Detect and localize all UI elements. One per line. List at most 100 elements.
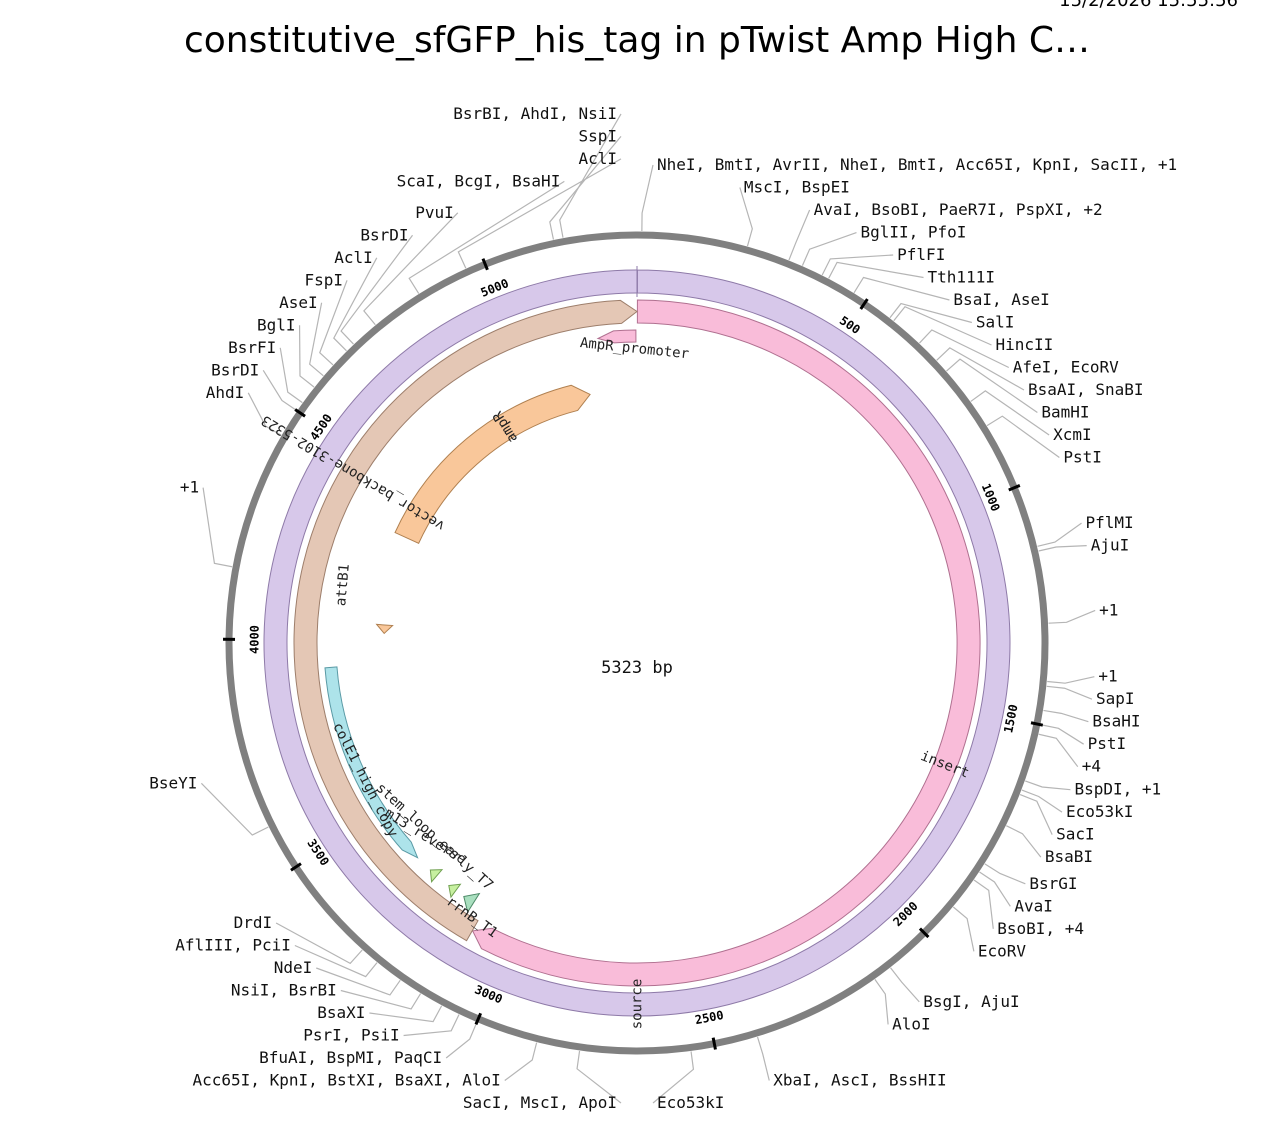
site-label-eco53ki[interactable]: Eco53kI: [1066, 802, 1133, 821]
site-label-xbai-asci-bsshii[interactable]: XbaI, AscI, BssHII: [773, 1071, 946, 1090]
site-label-ajui[interactable]: AjuI: [1091, 536, 1130, 555]
site-label-bspdi-1[interactable]: BspDI, +1: [1074, 780, 1161, 799]
site-label-bsrfi[interactable]: BsrFI: [228, 338, 276, 357]
site-label-1[interactable]: +1: [1098, 667, 1117, 686]
site-label-ecorv[interactable]: EcoRV: [978, 941, 1027, 960]
site-label-tth111i[interactable]: Tth111I: [928, 268, 995, 287]
site-label-pvui[interactable]: PvuI: [415, 203, 454, 222]
site-leader: [275, 922, 363, 965]
feature-rrnb-t1[interactable]: [463, 892, 481, 914]
feature-vector-backbone-3102-5323[interactable]: [293, 299, 638, 942]
site-leader: [801, 231, 857, 266]
site-label-asei[interactable]: AseI: [279, 293, 318, 312]
sequence-length: 5323 bp: [601, 658, 673, 678]
site-label-bsgi-ajui[interactable]: BsgI, AjuI: [923, 992, 1019, 1011]
site-label-xcmi[interactable]: XcmI: [1053, 425, 1092, 444]
site-label-bamhi[interactable]: BamHI: [1041, 403, 1089, 422]
site-leader: [1047, 676, 1095, 684]
site-label-sapi[interactable]: SapI: [1096, 689, 1135, 708]
site-label-pflfi[interactable]: PflFI: [897, 245, 945, 264]
feature-m13-reverse[interactable]: [429, 869, 444, 884]
site-label-drdi[interactable]: DrdI: [234, 913, 273, 932]
site-label-pflmi[interactable]: PflMI: [1086, 513, 1134, 532]
site-leader: [576, 1050, 622, 1104]
tick-mark: [294, 408, 306, 418]
site-label-bsai-asei[interactable]: BsaI, AseI: [953, 290, 1049, 309]
site-leader: [298, 325, 315, 388]
site-leader: [979, 871, 1011, 907]
site-label-saci[interactable]: SacI: [1056, 825, 1095, 844]
site-leader: [652, 1051, 695, 1104]
site-leader: [1037, 522, 1082, 547]
feature-insert[interactable]: [471, 299, 981, 987]
site-label-acli[interactable]: AclI: [334, 248, 373, 267]
site-leader: [919, 329, 1010, 369]
site-label-bsrdi[interactable]: BsrDI: [360, 225, 408, 244]
site-leader: [1019, 794, 1053, 835]
feature-ampr-promoter[interactable]: [596, 329, 637, 344]
site-label-bsaxi[interactable]: BsaXI: [317, 1003, 365, 1022]
site-label-bfuai-bspmi-paqci[interactable]: BfuAI, BspMI, PaqCI: [259, 1048, 442, 1067]
site-label-bsobi-4[interactable]: BsoBI, +4: [997, 919, 1084, 938]
site-leader: [984, 863, 1026, 885]
tick-label: 4000: [247, 625, 261, 654]
feature-cole1-high-copy[interactable]: [324, 666, 419, 859]
site-label-fspi[interactable]: FspI: [305, 270, 344, 289]
site-leader: [641, 164, 654, 232]
site-label-nhei-bmti-avrii-nhei-bmti-acc65i-kpni-sacii-1[interactable]: NheI, BmtI, AvrII, NheI, BmtI, Acc65I, K…: [657, 155, 1177, 174]
tick-mark: [1030, 721, 1044, 727]
site-label-saci-msci-apoi[interactable]: SacI, MscI, ApoI: [463, 1093, 617, 1112]
feature-ampr[interactable]: [394, 384, 591, 545]
site-label-avai[interactable]: AvaI: [1014, 896, 1053, 915]
site-label-bsrgi[interactable]: BsrGI: [1029, 874, 1077, 893]
site-leader: [756, 1036, 770, 1081]
site-label-eco53ki[interactable]: Eco53kI: [657, 1093, 724, 1112]
site-label-acli[interactable]: AclI: [578, 149, 617, 168]
site-leader: [1006, 825, 1042, 858]
site-label-msci-bspei[interactable]: MscI, BspEI: [744, 178, 850, 197]
site-label-sali[interactable]: SalI: [976, 313, 1015, 332]
site-leader: [340, 234, 414, 345]
site-label-bsabi[interactable]: BsaBI: [1045, 847, 1093, 866]
site-leader: [408, 180, 565, 294]
site-label-scai-bcgi-bsahi[interactable]: ScaI, BcgI, BsaHI: [397, 171, 561, 190]
site-leader: [1021, 789, 1063, 813]
site-leader: [973, 879, 994, 929]
site-leader: [559, 113, 622, 238]
site-label-aloi[interactable]: AloI: [892, 1014, 931, 1033]
site-label-ndei[interactable]: NdeI: [274, 958, 313, 977]
tick-mark: [290, 862, 302, 872]
site-label-1[interactable]: +1: [180, 478, 199, 497]
site-label-hincii[interactable]: HincII: [996, 335, 1054, 354]
site-label-bgli[interactable]: BglI: [257, 315, 296, 334]
site-label-psti[interactable]: PstI: [1088, 734, 1127, 753]
site-leader: [363, 212, 459, 326]
site-label-bseyi[interactable]: BseYI: [149, 773, 197, 792]
tick-mark: [918, 927, 930, 939]
site-label-bsrbi-ahdi-nsii[interactable]: BsrBI, AhdI, NsiI: [453, 104, 617, 123]
site-label-afliii-pcii[interactable]: AflIII, PciI: [175, 936, 291, 955]
tick-mark: [859, 298, 869, 310]
site-label-sspi[interactable]: SspI: [578, 126, 617, 145]
site-label-afei-ecorv[interactable]: AfeI, EcoRV: [1013, 358, 1119, 377]
feature-label-source: source: [629, 979, 645, 1030]
site-label-bsrdi[interactable]: BsrDI: [211, 360, 259, 379]
site-label-avai-bsobi-paer7i-pspxi-2[interactable]: AvaI, BsoBI, PaeR7I, PspXI, +2: [814, 200, 1103, 219]
site-label-psri-psii[interactable]: PsrI, PsiI: [303, 1026, 399, 1045]
site-label-bglii-pfoi[interactable]: BglII, PfoI: [860, 223, 966, 242]
site-label-nsii-bsrbi[interactable]: NsiI, BsrBI: [231, 981, 337, 1000]
feature-attb1[interactable]: [375, 623, 394, 635]
site-label-ahdi[interactable]: AhdI: [206, 383, 245, 402]
site-label-bsahi[interactable]: BsaHI: [1092, 712, 1140, 731]
site-label-bsaai-snabi[interactable]: BsaAI, SnaBI: [1028, 380, 1144, 399]
site-leader: [893, 305, 992, 346]
site-label-psti[interactable]: PstI: [1063, 448, 1102, 467]
site-leader: [294, 944, 378, 978]
site-label-4[interactable]: +4: [1082, 757, 1101, 776]
site-label-1[interactable]: +1: [1099, 600, 1118, 619]
feature-stem-loop-early-t7[interactable]: [448, 883, 462, 899]
site-leader: [549, 136, 622, 240]
tick-mark: [711, 1037, 717, 1050]
feature-source[interactable]: [263, 269, 1011, 1017]
site-label-acc65i-kpni-bstxi-bsaxi-aloi[interactable]: Acc65I, KpnI, BstXI, BsaXI, AloI: [193, 1071, 501, 1090]
